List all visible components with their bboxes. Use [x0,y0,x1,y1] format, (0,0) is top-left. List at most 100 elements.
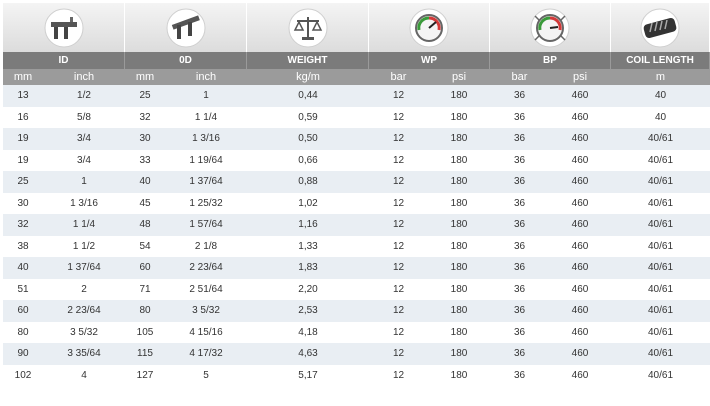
unit-bp-psi: psi [572,71,588,83]
cell-od-inch: 1 [203,90,209,102]
cell-id-inch: 1/2 [77,90,91,102]
header-bp: BP [490,52,611,69]
cell-wp-bar: 12 [392,154,405,166]
cell-id-mm: 30 [17,197,29,209]
cell-weight: 0,59 [298,111,318,123]
cell-id-inch: 2 [81,283,87,295]
unit-id-mm: mm [13,71,33,83]
cell-bp-bar: 36 [513,348,526,360]
cell-wp-bar: 12 [392,305,405,317]
cell-bp-bar: 36 [513,283,526,295]
cell-coil-length: 40 [654,111,667,123]
cell-bp-psi: 460 [571,369,589,381]
cell-wp-bar: 12 [392,111,405,123]
table-row: 38 1 1/2 54 2 1/8 1,33 12 180 36 460 40/61 [3,235,710,257]
cell-od-mm: 33 [139,154,151,166]
cell-id-mm: 16 [17,111,29,123]
cell-od-inch: 1 25/32 [189,197,223,209]
table-row: 19 3/4 33 1 19/64 0,66 12 180 36 460 40/61 [3,149,710,171]
cell-coil-length: 40/61 [647,219,674,231]
cell-id-inch: 1 1/2 [72,240,96,252]
cell-id-mm: 102 [14,369,32,381]
od-icon-cell [125,3,247,52]
table-row: 51 2 71 2 51/64 2,20 12 180 36 460 40/61 [3,278,710,300]
cell-weight: 2,53 [298,305,318,317]
cell-id-mm: 19 [17,154,29,166]
cell-id-inch: 3/4 [77,154,91,166]
bp-icon-cell [490,3,611,52]
cell-id-mm: 32 [17,219,29,231]
cell-bp-bar: 36 [513,219,526,231]
unit-wp-psi: psi [451,71,467,83]
cell-od-mm: 71 [139,283,151,295]
cell-weight: 0,88 [298,176,318,188]
cell-coil-length: 40/61 [647,305,674,317]
unit-od-mm: mm [135,71,155,83]
cell-id-inch: 2 23/64 [67,305,101,317]
header-wp: WP [369,52,490,69]
cell-id-mm: 80 [17,326,29,338]
cell-od-inch: 1 3/16 [192,133,220,145]
cell-bp-bar: 36 [513,90,526,102]
cell-wp-bar: 12 [392,240,405,252]
cell-od-mm: 80 [139,305,151,317]
cell-coil-length: 40/61 [647,369,674,381]
cell-od-mm: 40 [139,176,151,188]
cell-weight: 0,44 [298,90,318,102]
cell-bp-psi: 460 [571,262,589,274]
cell-od-mm: 32 [139,111,151,123]
cell-wp-psi: 180 [450,240,468,252]
cell-od-mm: 48 [139,219,151,231]
cell-weight: 1,33 [298,240,318,252]
cell-bp-psi: 460 [571,111,589,123]
cell-wp-psi: 180 [450,197,468,209]
table-row: 102 4 127 5 5,17 12 180 36 460 40/61 [3,364,710,386]
pressure-gauge-icon [409,8,449,47]
cell-od-inch: 2 1/8 [194,240,218,252]
cell-od-inch: 3 5/32 [192,305,220,317]
cell-bp-psi: 460 [571,240,589,252]
header-weight: WEIGHT [247,52,369,69]
caliper-outer-icon [166,8,205,47]
table-row: 40 1 37/64 60 2 23/64 1,83 12 180 36 460 40/61 [3,257,710,279]
header-coil-length: COIL LENGTH [611,52,710,69]
cell-id-inch: 1 [81,176,87,188]
cell-wp-psi: 180 [450,262,468,274]
cell-bp-psi: 460 [571,283,589,295]
cell-od-inch: 1 19/64 [189,154,223,166]
unit-row: mm inch mm inch kg/m bar psi bar psi m [3,69,710,85]
cell-bp-psi: 460 [571,305,589,317]
cell-wp-psi: 180 [450,176,468,188]
cell-wp-bar: 12 [392,90,405,102]
cell-id-inch: 1 37/64 [67,262,101,274]
cell-wp-psi: 180 [450,283,468,295]
cell-od-mm: 115 [137,348,153,360]
cell-od-inch: 4 15/16 [189,326,223,338]
cell-od-inch: 1 37/64 [189,176,223,188]
cell-bp-bar: 36 [513,326,526,338]
cell-id-mm: 25 [17,176,29,188]
header-od: 0D [125,52,247,69]
cell-id-mm: 19 [17,133,29,145]
cell-bp-bar: 36 [513,305,526,317]
cell-wp-bar: 12 [392,262,405,274]
cell-bp-bar: 36 [513,262,526,274]
cell-bp-bar: 36 [513,154,526,166]
pressure-gauge-burst-icon [530,8,570,47]
cell-bp-bar: 36 [513,240,526,252]
cell-od-mm: 45 [139,197,151,209]
cell-wp-psi: 180 [450,154,468,166]
cell-weight: 2,20 [298,283,318,295]
cell-coil-length: 40/61 [647,326,674,338]
cell-bp-psi: 460 [571,133,589,145]
cell-id-mm: 13 [17,90,29,102]
cell-bp-psi: 460 [571,154,589,166]
cell-wp-psi: 180 [450,219,468,231]
header-id: ID [3,52,125,69]
cell-bp-psi: 460 [571,348,589,360]
cell-wp-psi: 180 [450,111,468,123]
cell-weight: 4,63 [298,348,318,360]
cell-weight: 5,17 [298,369,318,381]
cell-od-inch: 1 1/4 [194,111,218,123]
table-row: 90 3 35/64 115 4 17/32 4,63 12 180 36 460 40/61 [3,343,710,365]
